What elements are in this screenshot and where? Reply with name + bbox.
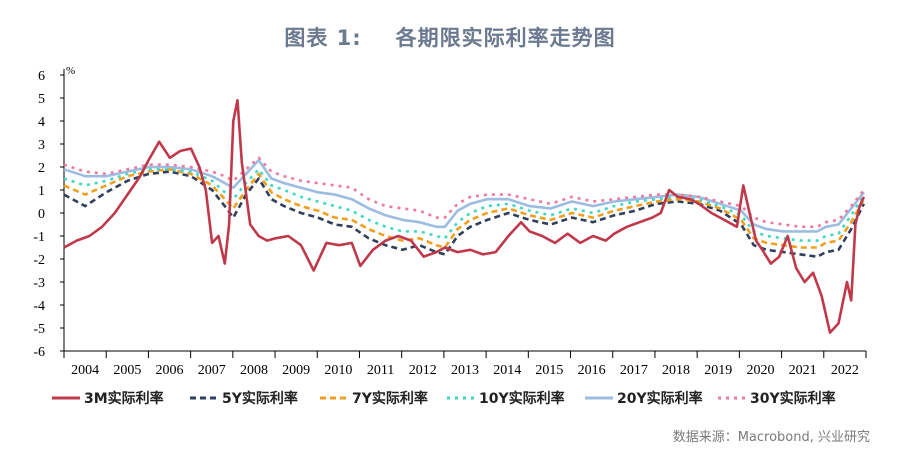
x-tick-label: 2014 (493, 363, 521, 378)
x-tick-label: 2010 (324, 363, 352, 378)
y-tick-label: -1 (33, 230, 45, 245)
x-tick-label: 2016 (578, 363, 606, 378)
axes: 6 5 4 3 2 1 0 -1 -2 -3 -4 -5 -6% 2004 2005 2006 2007 2008… (33, 65, 867, 378)
series-line (63, 158, 865, 233)
series-lines (63, 99, 866, 334)
x-tick-label: 2015 (535, 363, 563, 378)
y-tick-label: 2 (38, 161, 45, 176)
source-note: 数据来源：Macrobond, 兴业研究 (672, 430, 870, 445)
y-tick-label: -4 (33, 299, 45, 314)
legend: 3M实际利率 5Y实际利率 7Y实际利率 10Y实际利率 20Y实际利率 30Y实际利率 (52, 390, 836, 407)
x-tick-label: 2013 (451, 363, 479, 378)
y-tick-label: 3 (38, 138, 45, 153)
x-tick-label: 2017 (620, 363, 648, 378)
x-tick-label: 2012 (409, 363, 437, 378)
y-tick-label: -3 (33, 276, 45, 291)
x-tick-label: 2008 (240, 363, 268, 378)
x-tick-label: 2022 (831, 363, 859, 378)
x-tick-label: 2021 (789, 363, 817, 378)
y-tick-label: -6 (33, 345, 45, 360)
series-line (63, 170, 866, 259)
chart-title: 图表 1: 各期限实际利率走势图 (0, 22, 900, 52)
line-chart: 6 5 4 3 2 1 0 -1 -2 -3 -4 -5 -6% 2004 2005 2006 2007 2008… (33, 65, 867, 407)
legend-label: 5Y实际利率 (222, 390, 298, 407)
series-line (63, 168, 866, 242)
chart-title-main: 各期限实际利率走势图 (395, 26, 616, 50)
legend-label: 10Y实际利率 (479, 390, 565, 407)
y-tick-label: -5 (33, 322, 45, 337)
x-tick-label: 2007 (198, 363, 226, 378)
x-tick-label: 2009 (282, 363, 310, 378)
x-tick-label: 2004 (71, 363, 99, 378)
y-tick-label: 6 (38, 69, 45, 84)
x-tick-label: 2006 (156, 363, 184, 378)
x-tick-label: 2020 (746, 363, 774, 378)
x-tick-label: 2019 (704, 363, 732, 378)
legend-label: 7Y实际利率 (352, 390, 428, 407)
series-line (63, 99, 866, 334)
legend-label: 3M实际利率 (84, 390, 164, 407)
y-tick-label: 4 (38, 115, 45, 130)
y-tick-label: 0 (38, 207, 45, 222)
y-unit-label: % (66, 65, 75, 77)
y-tick-label: 1 (38, 184, 45, 199)
x-tick-label: 2011 (367, 363, 394, 378)
x-tick-label: 2005 (113, 363, 141, 378)
y-tick-label: 5 (38, 92, 45, 107)
legend-label: 30Y实际利率 (750, 390, 836, 407)
series-line (63, 156, 865, 229)
legend-label: 20Y实际利率 (617, 390, 703, 407)
y-tick-label: -2 (33, 253, 45, 268)
x-tick-label: 2018 (662, 363, 690, 378)
chart-title-prefix: 图表 1: (284, 26, 362, 50)
